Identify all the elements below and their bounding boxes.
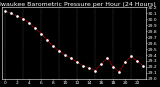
Title: Milwaukee Barometric Pressure per Hour (24 Hours): Milwaukee Barometric Pressure per Hour (… — [0, 2, 156, 7]
